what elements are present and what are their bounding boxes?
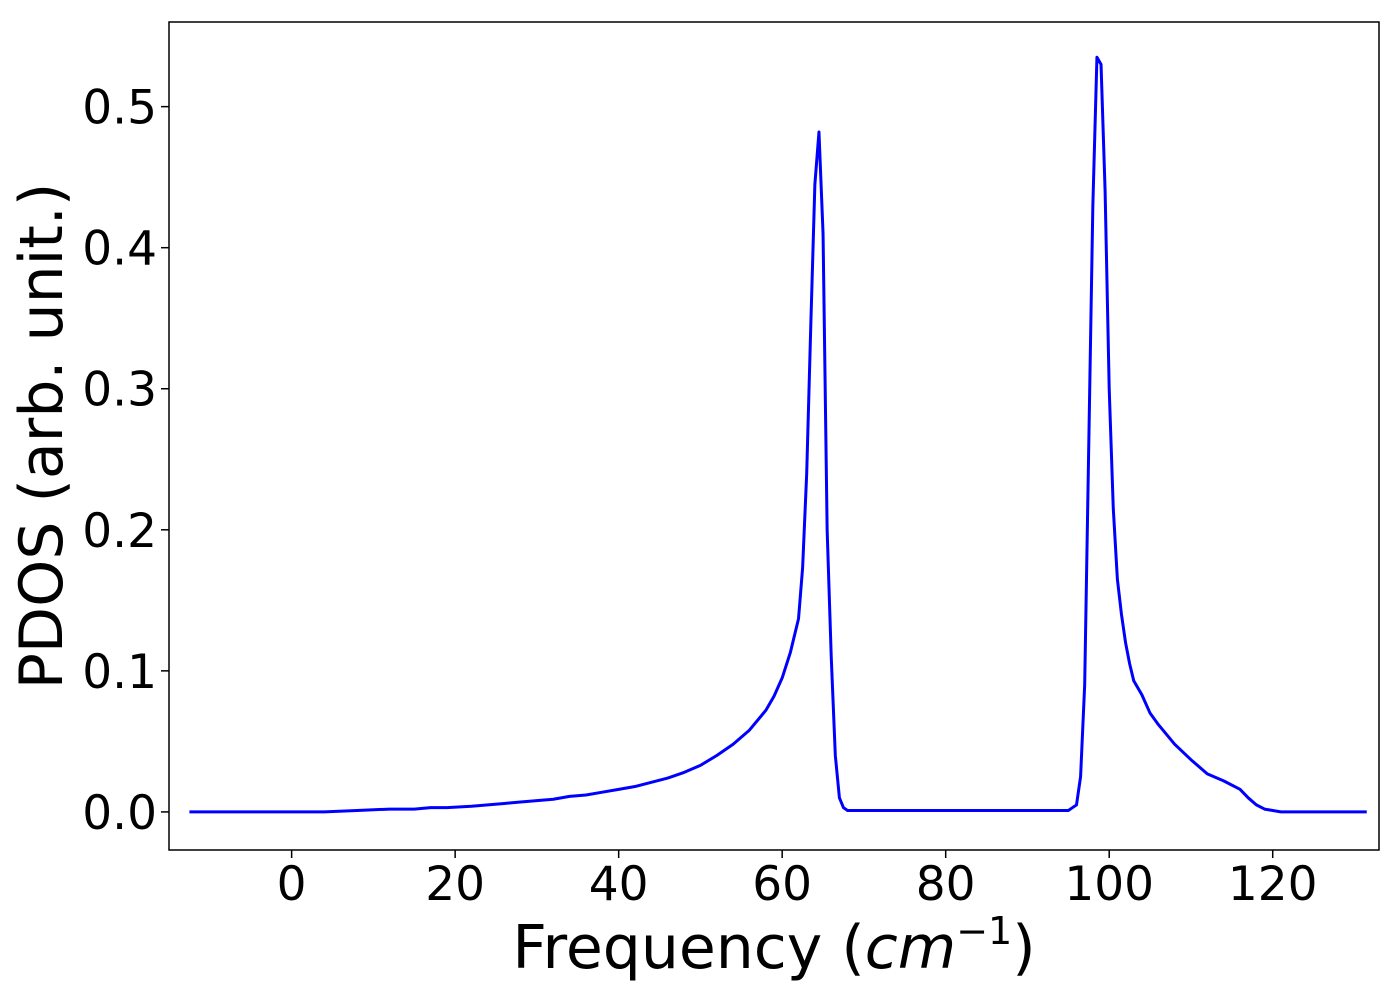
x-axis-label: Frequency (cm−1) bbox=[512, 909, 1035, 983]
x-tick-label: 20 bbox=[425, 857, 485, 912]
x-tick-label: 60 bbox=[752, 857, 812, 912]
y-axis-ticks: 0.0 0.1 0.2 0.3 0.4 0.5 bbox=[82, 81, 169, 841]
y-tick-label: 0.0 bbox=[82, 786, 157, 841]
x-tick-label: 80 bbox=[916, 857, 976, 912]
y-tick-label: 0.5 bbox=[82, 81, 157, 136]
y-tick-label: 0.4 bbox=[82, 222, 157, 277]
x-tick-label: 100 bbox=[1064, 857, 1154, 912]
y-tick-label: 0.1 bbox=[82, 645, 157, 700]
plot-area-frame bbox=[168, 21, 1380, 851]
pdos-series-line bbox=[189, 55, 1367, 814]
y-axis-label: PDOS (arb. unit.) bbox=[7, 183, 77, 690]
y-tick-label: 0.3 bbox=[82, 363, 157, 418]
x-tick-label: 40 bbox=[589, 857, 649, 912]
y-tick-label: 0.2 bbox=[82, 504, 157, 559]
x-tick-label: 120 bbox=[1228, 857, 1318, 912]
x-axis-ticks: 0 20 40 60 80 100 120 bbox=[277, 850, 1318, 912]
x-tick-label: 0 bbox=[277, 857, 307, 912]
